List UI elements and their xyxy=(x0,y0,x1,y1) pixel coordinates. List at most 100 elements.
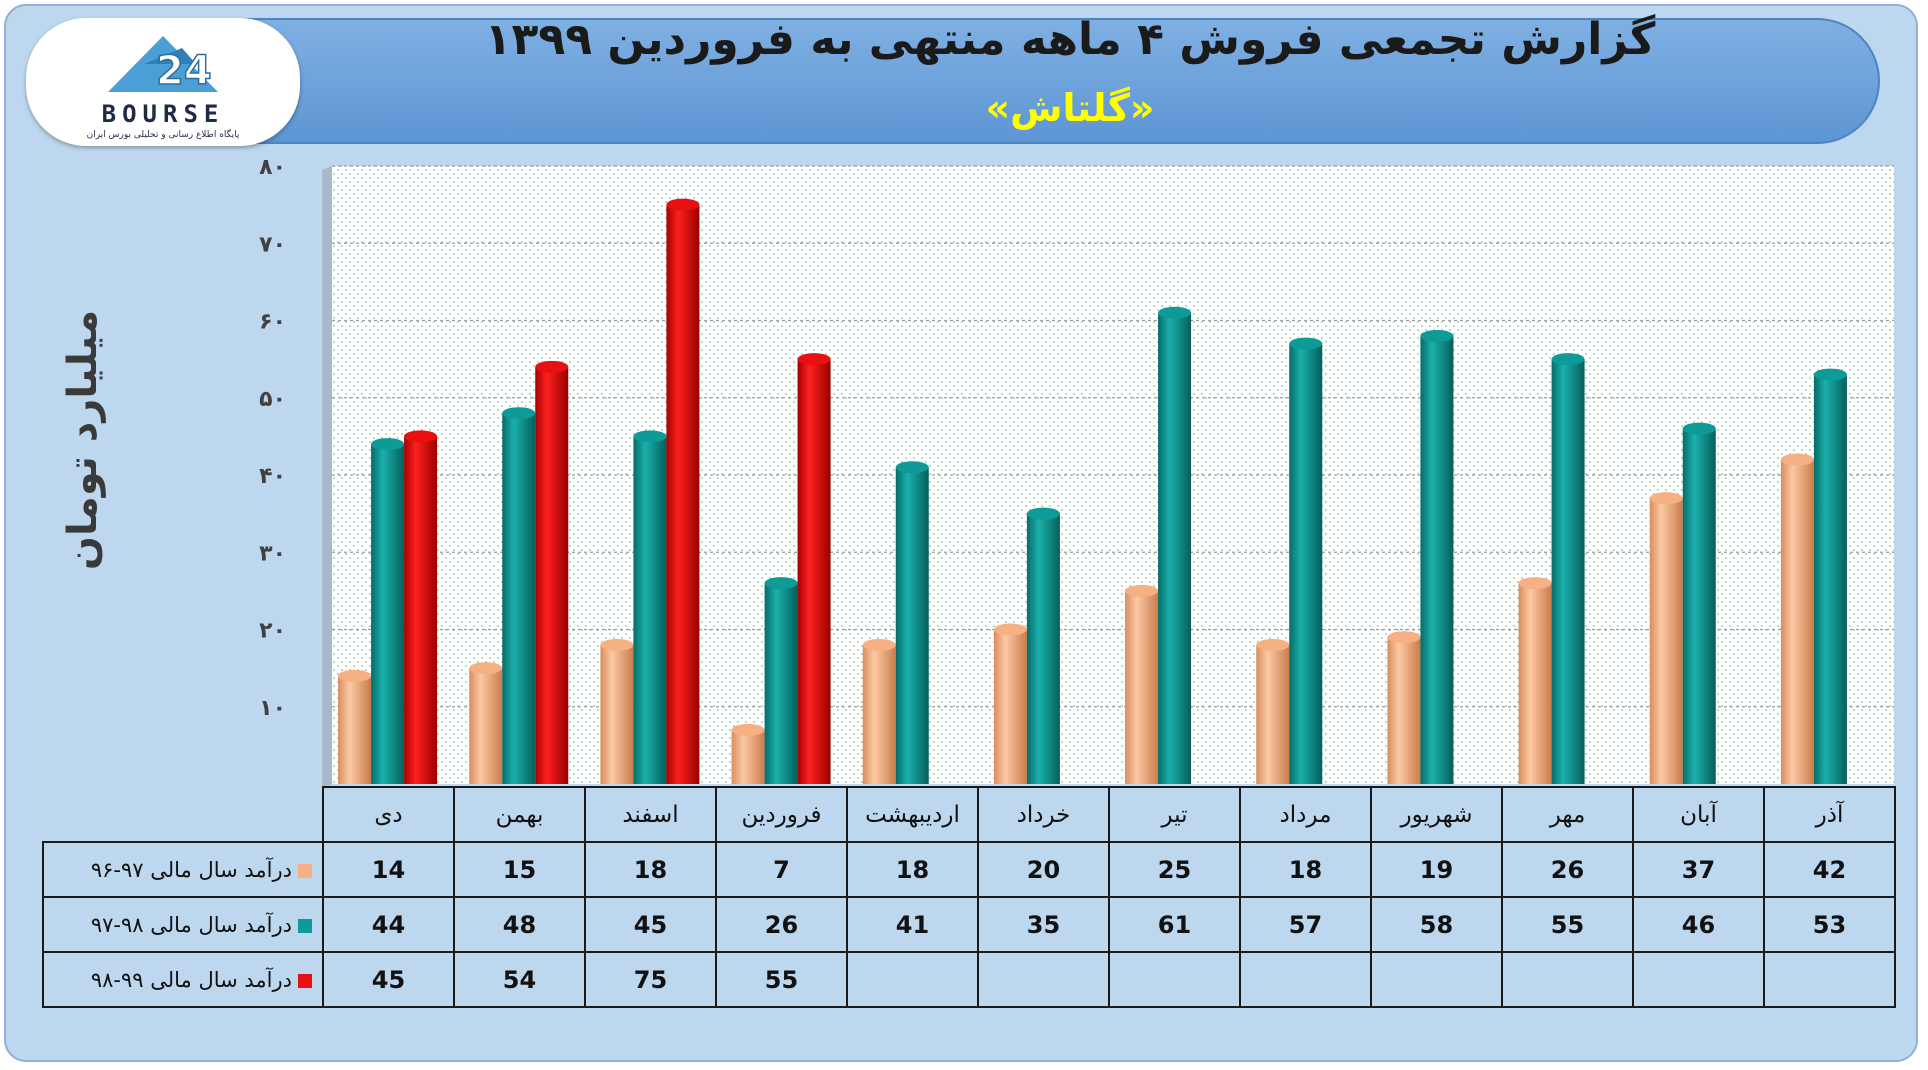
value-cell: 19 xyxy=(1370,841,1503,898)
bar xyxy=(764,577,798,784)
bar-top xyxy=(469,662,503,675)
value-cell xyxy=(977,951,1110,1008)
month-header: مرداد xyxy=(1239,786,1372,843)
data-table: دی بهمن اسفند فروردین اردیبهشت خرداد تیر مرداد ش… xyxy=(42,786,1896,1008)
logo-tagline: پایگاه اطلاع رسانی و تحلیلی بورس ایران xyxy=(86,130,240,140)
value-cell xyxy=(846,951,979,1008)
bar-top xyxy=(1256,638,1290,651)
value-cell: 75 xyxy=(584,951,717,1008)
bar xyxy=(666,198,700,784)
plot-side-wall xyxy=(322,166,332,790)
bar xyxy=(600,638,634,784)
y-tick-label: ۳۰ xyxy=(259,541,286,566)
value-cell: 61 xyxy=(1108,896,1241,953)
bar-top xyxy=(633,430,667,443)
y-tick-label: ۷۰ xyxy=(259,232,286,257)
month-header: شهریور xyxy=(1370,786,1503,843)
series-legend-cell: درآمد سال مالی ۹۸-۹۷ xyxy=(42,896,324,953)
legend-swatch xyxy=(298,973,312,988)
value-cell xyxy=(1239,951,1372,1008)
y-axis-ticks: ۱۰ ۲۰ ۳۰ ۴۰ ۵۰ ۶۰ ۷۰ ۸۰ xyxy=(259,155,286,721)
bar xyxy=(1780,453,1814,784)
bar-body xyxy=(1289,343,1323,784)
bar xyxy=(1158,306,1192,784)
bar-top xyxy=(404,430,438,443)
bar xyxy=(1026,507,1060,784)
bar xyxy=(895,461,929,784)
bar-body xyxy=(338,675,372,784)
bar-top xyxy=(535,360,569,373)
bar-top xyxy=(1289,337,1323,350)
value-cell: 53 xyxy=(1763,896,1896,953)
bar-top xyxy=(1420,329,1454,342)
value-cell: 46 xyxy=(1632,896,1765,953)
bar xyxy=(404,430,438,784)
chart-subtitle: «گلتاش» xyxy=(985,86,1155,130)
value-cell: 18 xyxy=(584,841,717,898)
month-header: آذر xyxy=(1763,786,1896,843)
value-cell: 55 xyxy=(715,951,848,1008)
bar-top xyxy=(797,353,831,366)
bar-top xyxy=(1551,353,1585,366)
bar-body xyxy=(535,366,569,784)
y-tick-label: ۲۰ xyxy=(259,619,286,644)
bar xyxy=(1289,337,1323,784)
series-label: درآمد سال مالی ۹۹-۹۸ xyxy=(90,967,292,992)
value-cell: 35 xyxy=(977,896,1110,953)
table-row: درآمد سال مالی ۹۸-۹۷ 44 48 45 26 41 35 61 57 58 55… xyxy=(42,896,1896,953)
bar xyxy=(731,723,765,784)
bar-top xyxy=(1682,422,1716,435)
series-legend-cell: درآمد سال مالی ۹۷-۹۶ xyxy=(42,841,324,898)
bar-body xyxy=(1682,428,1716,784)
bar-body xyxy=(1813,374,1847,784)
bar xyxy=(1682,422,1716,784)
value-cell: 57 xyxy=(1239,896,1372,953)
y-tick-label: ۴۰ xyxy=(259,464,286,489)
bar xyxy=(469,662,503,784)
bar-body xyxy=(1551,359,1585,784)
month-header: اسفند xyxy=(584,786,717,843)
value-cell xyxy=(1501,951,1634,1008)
table-row: درآمد سال مالی ۹۷-۹۶ 14 15 18 7 18 20 25 18 19 26 3… xyxy=(42,841,1896,898)
bar-top xyxy=(1158,306,1192,319)
bar-body xyxy=(502,413,536,784)
logo-text: BOURSE xyxy=(101,100,225,128)
bourse-logo: 24 BOURSE پایگاه اطلاع رسانی و تحلیلی بو… xyxy=(26,18,300,146)
bar-top xyxy=(600,638,634,651)
series-legend-cell: درآمد سال مالی ۹۹-۹۸ xyxy=(42,951,324,1008)
value-cell: 41 xyxy=(846,896,979,953)
gridlines xyxy=(332,165,1894,708)
month-header: بهمن xyxy=(453,786,586,843)
legend-swatch xyxy=(298,918,312,933)
table-corner xyxy=(43,787,323,842)
bar xyxy=(502,407,536,784)
bar-body xyxy=(1518,583,1552,784)
bar-body xyxy=(600,644,634,784)
month-header: آبان xyxy=(1632,786,1765,843)
bar-top xyxy=(1387,631,1421,644)
value-cell: 18 xyxy=(1239,841,1372,898)
bar xyxy=(1518,577,1552,784)
value-cell: 54 xyxy=(453,951,586,1008)
bar-top xyxy=(1518,577,1552,590)
value-cell: 48 xyxy=(453,896,586,953)
bar-top xyxy=(1125,584,1159,597)
bar xyxy=(1813,368,1847,784)
month-header: خرداد xyxy=(977,786,1110,843)
bar-body xyxy=(862,644,896,784)
value-cell: 18 xyxy=(846,841,979,898)
y-tick-label: ۶۰ xyxy=(259,310,286,335)
bar-body xyxy=(371,444,405,784)
bar xyxy=(1125,584,1159,784)
month-header: فروردین xyxy=(715,786,848,843)
value-cell: 55 xyxy=(1501,896,1634,953)
bar-top xyxy=(1813,368,1847,381)
y-tick-label: ۵۰ xyxy=(259,387,286,412)
bar-body xyxy=(797,359,831,784)
month-header: تیر xyxy=(1108,786,1241,843)
bars xyxy=(338,198,1847,784)
bar xyxy=(862,638,896,784)
legend-swatch xyxy=(298,863,312,878)
bar-top xyxy=(371,438,405,451)
bar-top xyxy=(764,577,798,590)
